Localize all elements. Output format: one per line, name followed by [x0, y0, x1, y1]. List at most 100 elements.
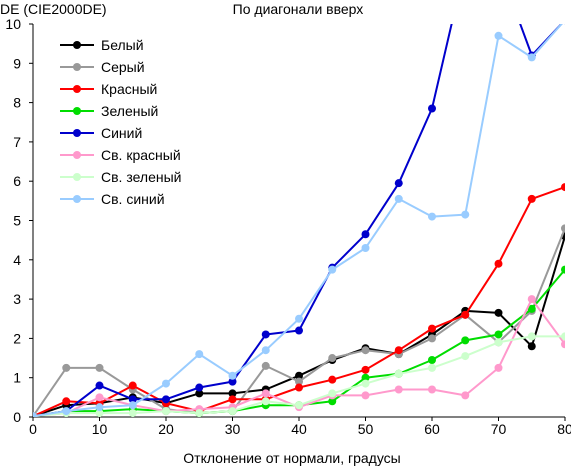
data-point — [195, 389, 204, 398]
data-point — [295, 314, 303, 323]
data-point — [561, 224, 565, 233]
data-point — [561, 340, 565, 349]
data-point — [62, 363, 71, 372]
data-point — [361, 346, 370, 355]
series-1 — [33, 232, 565, 417]
data-point — [461, 391, 470, 400]
legend-label: Св. зеленый — [101, 169, 181, 185]
data-point — [295, 326, 303, 335]
x-tick-label: 40 — [291, 421, 307, 437]
y-tick-label: 5 — [13, 213, 21, 229]
x-tick-label: 60 — [424, 421, 440, 437]
legend-item: Св. синий — [60, 191, 165, 207]
data-point — [428, 356, 436, 365]
legend-label: Синий — [101, 125, 142, 141]
data-point — [394, 385, 403, 394]
data-point — [95, 403, 104, 412]
x-tick-label: 70 — [491, 421, 507, 437]
y-tick-label: 10 — [5, 16, 21, 32]
legend-item: Св. зеленый — [60, 169, 181, 185]
data-point — [195, 350, 204, 359]
data-point — [527, 53, 536, 62]
legend: Белый Серый Красный Зеленый Синий Св. красный… — [60, 37, 181, 207]
data-point — [328, 265, 337, 274]
data-point — [561, 183, 565, 192]
data-point — [494, 330, 503, 339]
legend-label: Зеленый — [101, 103, 158, 119]
data-point — [361, 373, 370, 382]
series-3 — [33, 183, 565, 417]
data-point — [228, 407, 237, 416]
x-tick-label: 20 — [158, 421, 174, 437]
data-point — [33, 412, 37, 417]
data-point — [162, 407, 170, 416]
data-point — [527, 295, 536, 304]
series-8 — [33, 24, 565, 417]
data-point — [361, 244, 370, 253]
series-7 — [33, 332, 565, 417]
x-axis-title: Отклонение от нормали, градусы — [183, 450, 400, 466]
legend-label: Серый — [101, 59, 145, 75]
data-point — [95, 393, 104, 402]
y-tick-label: 3 — [13, 291, 21, 307]
data-point — [328, 389, 337, 398]
data-point — [394, 369, 403, 378]
y-tick-label: 2 — [13, 330, 21, 346]
legend-item: Зеленый — [60, 103, 158, 119]
data-point — [527, 194, 536, 203]
data-point — [95, 409, 104, 417]
legend-label: Св. красный — [101, 147, 181, 163]
data-point — [494, 338, 503, 347]
data-point — [195, 383, 204, 392]
data-point — [128, 401, 137, 410]
data-point — [494, 31, 503, 40]
data-point — [95, 381, 104, 390]
data-point — [62, 407, 71, 416]
data-point — [527, 332, 536, 341]
data-point — [361, 365, 370, 374]
x-tick-label: 50 — [358, 421, 374, 437]
data-point — [361, 379, 370, 388]
legend-label: Белый — [101, 37, 144, 53]
data-point — [394, 194, 403, 203]
data-point — [228, 389, 237, 398]
data-point — [428, 324, 436, 333]
y-tick-label: 6 — [13, 173, 21, 189]
data-point — [428, 334, 436, 343]
data-point — [228, 371, 237, 380]
legend-swatch-marker — [73, 151, 81, 159]
data-point — [428, 104, 436, 113]
data-point — [428, 385, 436, 394]
x-tick-label: 10 — [92, 421, 108, 437]
legend-swatch-marker — [73, 107, 81, 115]
chart-title: По диагонали вверх — [233, 1, 364, 17]
x-tick-label: 0 — [29, 421, 37, 437]
data-point — [195, 409, 204, 417]
data-point — [461, 310, 470, 319]
legend-swatch-marker — [73, 85, 81, 93]
data-point — [62, 397, 71, 406]
data-point — [95, 363, 104, 372]
y-tick-label: 9 — [13, 55, 21, 71]
y-tick-label: 1 — [13, 370, 21, 386]
data-point — [228, 395, 237, 404]
data-point — [394, 179, 403, 188]
legend-item: Белый — [60, 37, 144, 53]
data-point — [261, 397, 270, 406]
data-point — [261, 330, 270, 339]
data-point — [128, 395, 137, 404]
series-layer — [33, 24, 565, 417]
data-point — [328, 397, 337, 406]
series-line — [33, 268, 565, 417]
y-tick-label: 8 — [13, 95, 21, 111]
y-tick-label: 0 — [13, 409, 21, 425]
legend-swatch-marker — [73, 63, 81, 71]
data-point — [461, 336, 470, 345]
data-point — [394, 346, 403, 355]
data-point — [295, 383, 303, 392]
data-point — [561, 265, 565, 274]
x-tick-label: 30 — [225, 421, 241, 437]
y-tick-label: 4 — [13, 252, 21, 268]
data-point — [295, 377, 303, 386]
data-point — [295, 401, 303, 410]
